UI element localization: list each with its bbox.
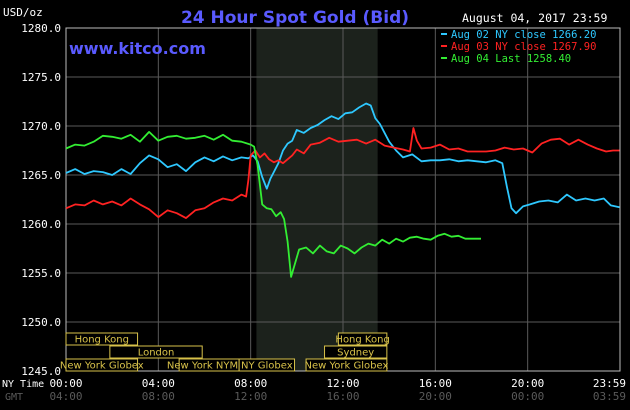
ny-time-axis-label: NY Time bbox=[2, 379, 44, 390]
y-tick-label: 1280.0 bbox=[21, 22, 61, 35]
x-tick-label-ny: 20:00 bbox=[511, 377, 544, 390]
x-tick-label-ny: 12:00 bbox=[326, 377, 359, 390]
y-tick-label: 1255.0 bbox=[21, 267, 61, 280]
series-line-0 bbox=[65, 102, 620, 215]
session-label: New York Globex bbox=[305, 361, 389, 372]
x-axis-tick-labels: 00:0004:0004:0008:0008:0012:0012:0016:00… bbox=[49, 377, 626, 403]
session-box: Hong Kong bbox=[65, 332, 139, 346]
legend-item: Aug 04 Last 1258.40 bbox=[441, 53, 571, 65]
session-label: Hong Kong bbox=[75, 335, 129, 346]
x-tick-label-gmt: 12:00 bbox=[234, 390, 267, 403]
x-tick-label-ny: 04:00 bbox=[142, 377, 175, 390]
session-label: Hong Kong bbox=[335, 335, 389, 346]
legend-label: Aug 02 NY close 1266.20 bbox=[451, 29, 596, 41]
session-box: New York Globex bbox=[60, 358, 144, 372]
x-tick-label-gmt: 08:00 bbox=[142, 390, 175, 403]
market-sessions: Hong Kong London New York Globex New York N… bbox=[60, 332, 390, 372]
legend-item: Aug 02 NY close 1266.20 bbox=[441, 29, 596, 41]
chart-title: 24 Hour Spot Gold (Bid) bbox=[181, 8, 409, 28]
session-label: Sydney bbox=[337, 348, 374, 359]
y-tick-label: 1265.0 bbox=[21, 169, 61, 182]
y-tick-label: 1250.0 bbox=[21, 316, 61, 329]
series-line-1 bbox=[65, 127, 620, 220]
y-tick-label: 1260.0 bbox=[21, 218, 61, 231]
session-box: New York Globex bbox=[305, 358, 389, 372]
gmt-axis-label: GMT bbox=[5, 392, 23, 403]
x-tick-label-gmt: 03:59 bbox=[593, 390, 626, 403]
unit-label: USD/oz bbox=[3, 6, 43, 19]
session-box: NY Globex bbox=[238, 358, 296, 372]
x-tick-label-ny: 00:00 bbox=[49, 377, 82, 390]
y-tick-label: 1275.0 bbox=[21, 71, 61, 84]
x-tick-label-ny: 16:00 bbox=[419, 377, 452, 390]
session-label: NY Globex bbox=[241, 361, 293, 372]
timestamp: August 04, 2017 23:59 bbox=[462, 11, 607, 25]
session-box: London bbox=[109, 345, 203, 359]
x-tick-label-gmt: 00:00 bbox=[511, 390, 544, 403]
legend-item: Aug 03 NY close 1267.90 bbox=[441, 41, 596, 53]
y-tick-label: 1245.0 bbox=[21, 365, 61, 378]
x-tick-label-gmt: 20:00 bbox=[419, 390, 452, 403]
y-tick-label: 1270.0 bbox=[21, 120, 61, 133]
nymex-session-shade bbox=[256, 28, 378, 371]
session-box: Hong Kong bbox=[335, 332, 390, 346]
x-tick-label-gmt: 16:00 bbox=[326, 390, 359, 403]
legend-label: Aug 03 NY close 1267.90 bbox=[451, 41, 596, 53]
x-tick-label-ny: 23:59 bbox=[593, 377, 626, 390]
x-tick-label-ny: 08:00 bbox=[234, 377, 267, 390]
session-label: New York NYMEX bbox=[167, 361, 252, 372]
legend-label: Aug 04 Last 1258.40 bbox=[451, 53, 571, 65]
x-tick-label-gmt: 04:00 bbox=[49, 390, 82, 403]
session-label: New York Globex bbox=[60, 361, 144, 372]
session-label: London bbox=[138, 348, 175, 359]
series-line-2 bbox=[65, 130, 481, 278]
session-box: Sydney bbox=[324, 345, 388, 359]
price-series-lines bbox=[65, 102, 620, 278]
watermark-link[interactable]: www.kitco.com bbox=[69, 39, 206, 58]
y-axis-tick-labels: 1245.0 1250.0 1255.0 1260.0 1265.0 1270.0 1275… bbox=[21, 22, 61, 378]
